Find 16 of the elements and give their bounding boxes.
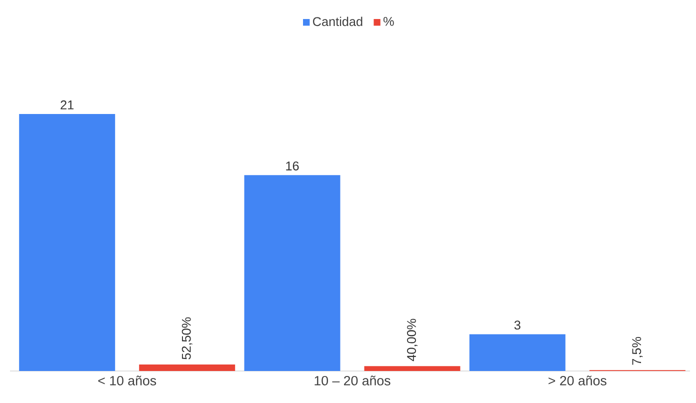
bar	[19, 114, 116, 371]
data-label: 3	[514, 320, 520, 330]
x-tick-label: < 10 años	[98, 376, 156, 386]
data-label: 7,5%	[632, 336, 643, 365]
legend-label: %	[384, 16, 394, 26]
bar	[364, 366, 460, 371]
bar	[469, 334, 566, 371]
data-label: 16	[286, 161, 299, 170]
data-label: 52,50%	[182, 317, 192, 360]
data-label: 21	[60, 100, 74, 110]
legend-label: Cantidad	[313, 16, 362, 26]
bar	[244, 175, 340, 371]
data-label: 40,00%	[407, 318, 418, 362]
x-tick-label: 10 – 20 años	[314, 376, 390, 386]
x-tick-label: > 20 años	[548, 376, 606, 386]
bar	[139, 364, 236, 371]
